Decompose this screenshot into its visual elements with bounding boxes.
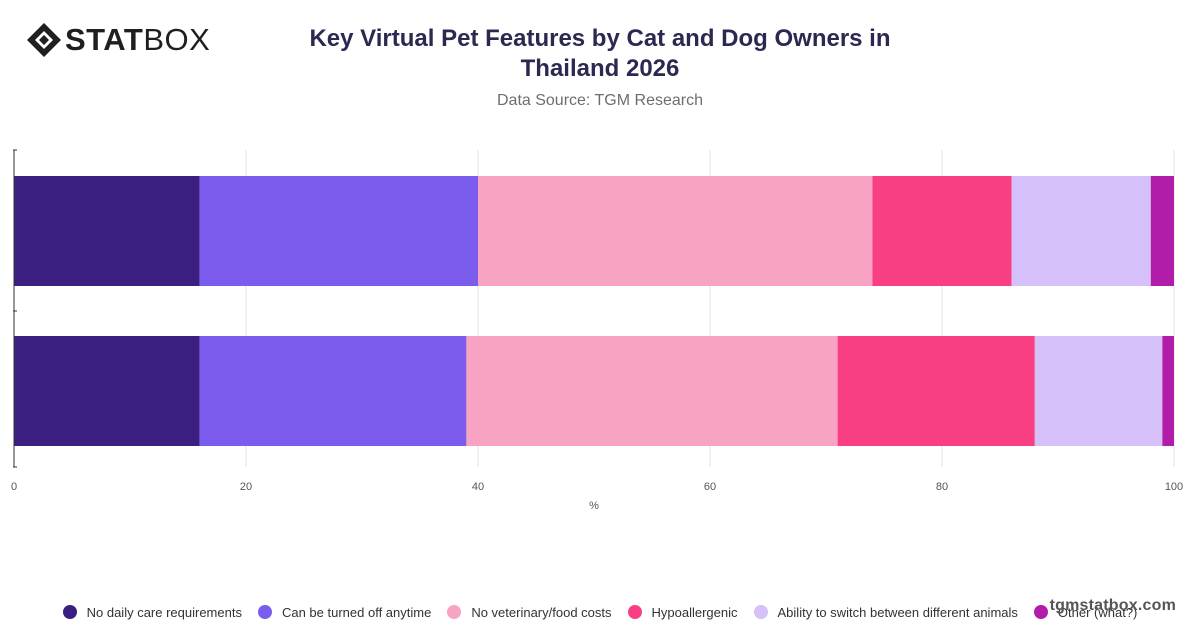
legend-swatch [447,605,462,619]
legend-item[interactable]: Ability to switch between different anim… [753,604,1018,620]
bar-segment [199,336,467,446]
bar-segment [199,176,478,286]
legend-label: Hypoallergenic [651,604,738,620]
x-tick-label: 80 [936,481,948,493]
legend-swatch [1033,605,1048,619]
legend-item[interactable]: No veterinary/food costs [447,604,612,620]
diamond-logo-icon [27,23,61,57]
x-tick-label: 40 [472,481,484,493]
logo-text-light: BOX [143,22,211,57]
legend-item[interactable]: Other (what?) [1033,604,1138,620]
legend-swatch [257,605,272,619]
bar-segment [478,176,873,286]
bar-segment [14,176,200,286]
watermark: tgmstatbox.com [1049,597,1176,614]
bar-segment [1011,176,1151,286]
legend-item[interactable]: No daily care requirements [62,604,242,620]
x-axis-label: % [589,500,599,512]
x-tick-label: 0 [11,481,17,493]
legend-swatch [753,605,768,619]
bar-segment [1034,336,1163,446]
bar-segment [1162,336,1174,446]
stacked-bar-chart: 0 20 40 60 80 100% [11,149,1183,512]
legend-item[interactable]: Can be turned off anytime [257,604,432,620]
legend-label: Other (what?) [1057,604,1138,620]
legend-swatch [627,605,642,619]
legend-label: Can be turned off anytime [281,604,432,620]
chart-subtitle: Data Source: TGM Research [496,92,703,109]
bar-segment [872,176,1012,286]
legend-label: Ability to switch between different anim… [777,604,1018,620]
legend-label: No veterinary/food costs [471,604,612,620]
x-tick-label: 100 [1165,481,1183,493]
logo-wordmark: STATBOX [65,22,210,58]
chart-legend: No daily care requirements Can be turned … [0,600,1200,624]
chart-title: Key Virtual Pet Features by Cat and Dog … [309,25,891,82]
bar-segment [466,336,838,446]
bar-segment [1150,176,1174,286]
bar-segment [837,336,1035,446]
legend-item[interactable]: Hypoallergenic [627,604,738,620]
x-tick-label: 20 [240,481,252,493]
logo-text-bold: STAT [65,22,144,57]
bar-segment [14,336,200,446]
statbox-logo: STATBOX [26,22,210,58]
legend-label: No daily care requirements [86,604,242,620]
legend-swatch [62,605,77,619]
x-tick-label: 60 [704,481,716,493]
